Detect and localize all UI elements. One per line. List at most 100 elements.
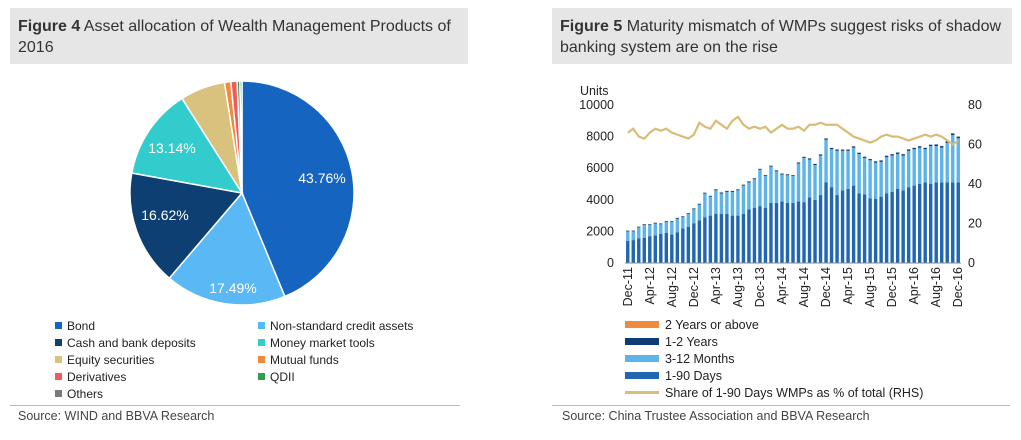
legend-label: Others xyxy=(67,387,104,401)
bar-3-12-months xyxy=(692,209,696,224)
bar-3-12-months xyxy=(840,150,845,191)
bar-1-90-days xyxy=(626,240,630,263)
bar-1-90-days xyxy=(934,182,938,263)
bar-1-90-days xyxy=(681,228,685,263)
bar-1-2-years xyxy=(631,230,635,232)
legend-swatch xyxy=(55,390,62,397)
bar-1-2-years xyxy=(928,144,933,147)
bar-3-12-months xyxy=(951,135,955,183)
bar-1-90-days xyxy=(736,215,740,263)
legend-swatch xyxy=(55,356,62,363)
bar-1-90-days xyxy=(796,201,801,263)
bar-1-2-years xyxy=(912,147,916,150)
bar-legend-2-years-or-above: 2 Years or above xyxy=(625,318,759,332)
bar-1-2-years xyxy=(747,181,751,183)
bar-3-12-months xyxy=(763,176,768,208)
x-tick-label: Aug-13 xyxy=(731,267,745,307)
legend-label: 1-90 Days xyxy=(665,369,722,383)
y-tick-label: 10000 xyxy=(579,98,614,112)
pie-slice-bond xyxy=(241,80,355,298)
bar-1-2-years xyxy=(824,138,828,140)
bar-3-12-months xyxy=(769,166,773,203)
bar-3-12-months xyxy=(862,157,867,195)
bar-1-2-years xyxy=(752,178,757,180)
left-divider xyxy=(10,405,460,406)
pie-legend-bond: Bond xyxy=(55,319,95,333)
pie-legend-cash-and-bank-deposits: Cash and bank deposits xyxy=(55,336,196,350)
bar-3-12-months xyxy=(631,231,635,241)
bar-1-2-years xyxy=(659,223,663,225)
bar-1-90-days xyxy=(769,202,773,263)
y2-tick-label: 80 xyxy=(968,98,982,112)
bar-1-2-years xyxy=(785,174,790,176)
bar-1-2-years xyxy=(736,189,740,191)
pie-label-money-market-tools: 13.14% xyxy=(148,140,195,156)
bar-1-90-days xyxy=(923,182,927,263)
bar-1-90-days xyxy=(725,214,729,263)
y-tick-label: 0 xyxy=(607,256,614,270)
legend-swatch xyxy=(258,373,265,380)
figure-4-panel: Figure 4 Asset allocation of Wealth Mana… xyxy=(0,0,470,440)
bar-3-12-months xyxy=(851,147,856,186)
bar-legend-share-of-1-90-days-wmps-as-of-total-rhs: Share of 1-90 Days WMPs as % of total (R… xyxy=(625,386,923,400)
x-tick-label: Dec-16 xyxy=(951,267,965,307)
pie-legend-qdii: QDII xyxy=(258,370,295,384)
legend-label: 2 Years or above xyxy=(665,318,759,332)
bar-3-12-months xyxy=(653,223,658,236)
bar-3-12-months xyxy=(697,204,702,221)
bar-1-90-days xyxy=(774,202,779,263)
bar-1-90-days xyxy=(807,197,812,263)
bar-1-2-years xyxy=(730,190,735,192)
pie-slice-cash-and-bank-deposits xyxy=(129,172,244,280)
legend-label: Share of 1-90 Days WMPs as % of total (R… xyxy=(665,386,924,400)
bar-3-12-months xyxy=(637,227,641,239)
bar-1-2-years xyxy=(813,163,817,166)
legend-swatch xyxy=(625,338,659,345)
y-tick-label: 6000 xyxy=(586,161,614,175)
bar-1-90-days xyxy=(873,199,878,263)
pie-legend-mutual-funds: Mutual funds xyxy=(258,353,339,367)
bar-1-90-days xyxy=(791,202,795,263)
bar-1-90-days xyxy=(862,194,867,263)
bar-1-2-years xyxy=(774,170,779,172)
bar-1-90-days xyxy=(917,184,922,263)
bar-3-12-months xyxy=(780,174,784,202)
bar-1-2-years xyxy=(697,203,702,205)
x-tick-label: Apr-13 xyxy=(709,267,723,305)
pie-label-non-standard-credit-assets: 17.49% xyxy=(209,280,256,296)
pie-slice-others xyxy=(239,80,243,194)
bar-1-90-days xyxy=(747,209,751,263)
bar-1-90-days xyxy=(714,214,718,263)
pie-slice-money-market-tools xyxy=(130,97,244,195)
bar-3-12-months xyxy=(741,185,746,215)
x-tick-label: Aug-15 xyxy=(863,267,877,307)
bar-3-12-months xyxy=(813,165,817,200)
pie-legend-money-market-tools: Money market tools xyxy=(258,336,375,350)
bar-1-2-years xyxy=(648,224,652,226)
y-tick-label: 8000 xyxy=(586,130,614,144)
figure-5-source: Source: China Trustee Association and BB… xyxy=(562,409,870,423)
bar-1-2-years xyxy=(681,216,685,218)
pie-label-bond: 43.76% xyxy=(298,170,345,186)
bar-1-2-years xyxy=(857,152,861,154)
bar-3-12-months xyxy=(752,179,757,208)
bar-1-2-years xyxy=(895,152,900,154)
bar-1-2-years xyxy=(796,162,801,164)
y-tick-label: 4000 xyxy=(586,193,614,207)
bar-3-12-months xyxy=(934,146,938,183)
bar-3-12-months xyxy=(675,218,680,233)
bar-1-2-years xyxy=(906,149,911,151)
bar-3-12-months xyxy=(796,163,801,202)
bar-3-12-months xyxy=(648,225,652,237)
bar-3-12-months xyxy=(642,225,646,238)
figure-5-title-text: Maturity mismatch of WMPs suggest risks … xyxy=(560,18,1002,56)
bar-3-12-months xyxy=(686,214,691,227)
bar-1-90-days xyxy=(741,214,746,263)
bar-1-90-days xyxy=(928,184,933,263)
bar-1-90-days xyxy=(818,195,823,263)
bar-3-12-months xyxy=(835,150,839,196)
bar-3-12-months xyxy=(846,150,850,189)
legend-swatch xyxy=(258,356,265,363)
bar-1-90-days xyxy=(851,185,856,263)
bar-1-90-days xyxy=(846,188,850,263)
